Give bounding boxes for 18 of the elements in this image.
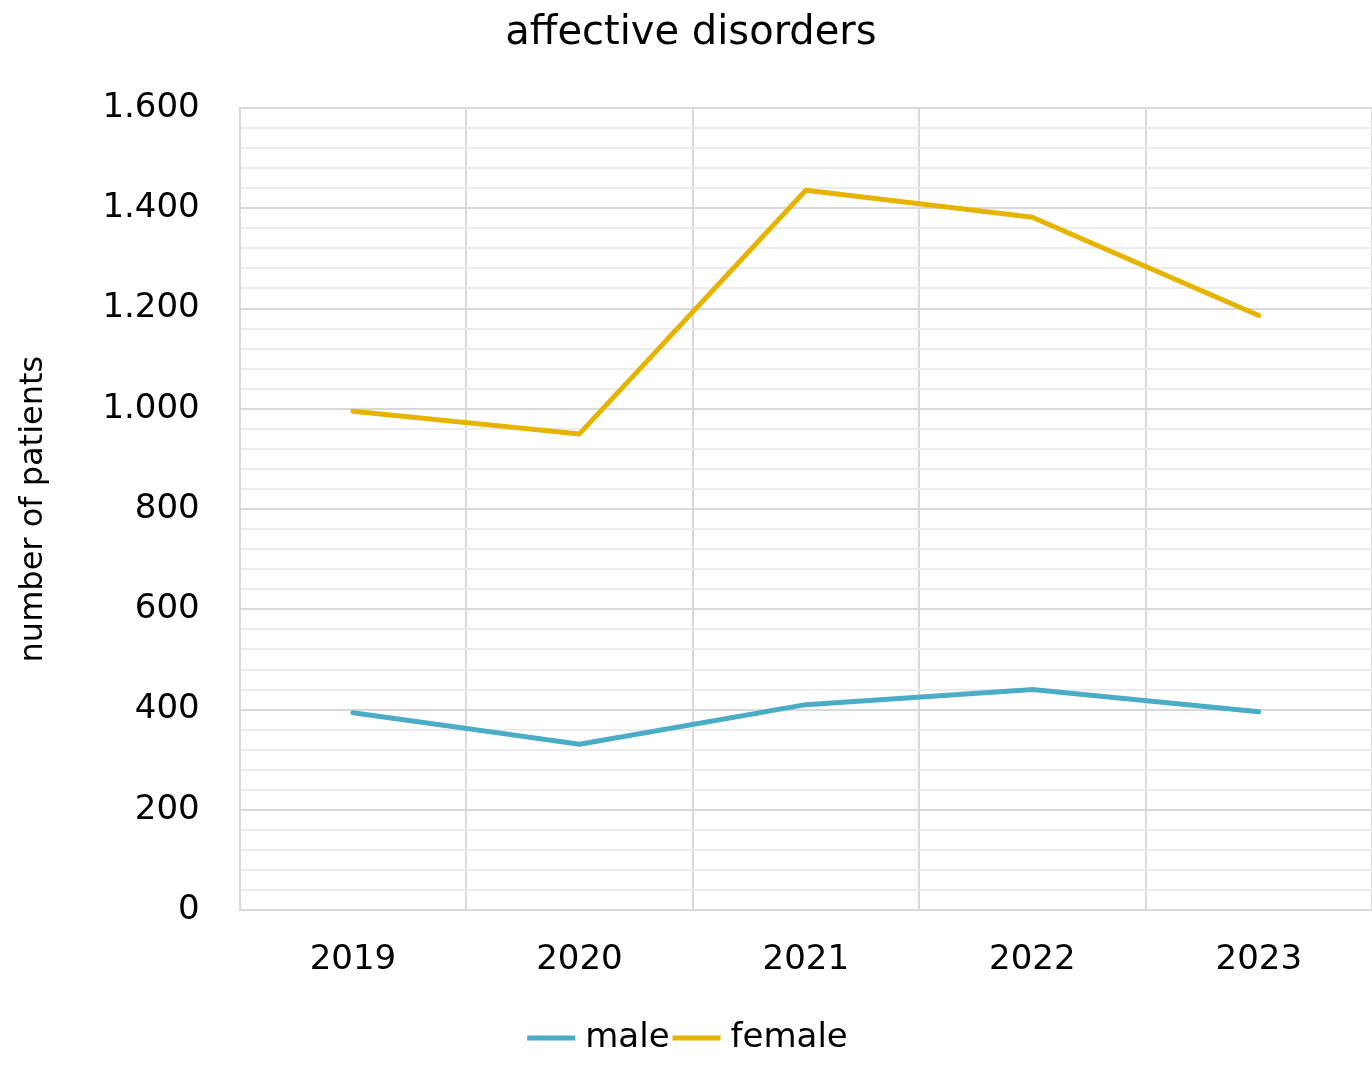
y-tick-label: 1.000 [102,385,200,426]
y-tick-label: 1.600 [102,84,200,125]
x-tick-label: 2023 [1215,937,1303,978]
legend-label: female [730,1014,848,1055]
chart-title: affective disorders [505,7,877,54]
y-tick-label: 1.400 [102,185,200,226]
y-tick-label: 1.200 [102,285,200,326]
y-axis-title: number of patients [11,355,50,663]
legend-label: male [585,1014,670,1055]
y-tick-label: 200 [134,786,200,827]
x-tick-label: 2020 [536,937,623,978]
x-tick-label: 2022 [989,937,1076,978]
y-tick-label: 800 [134,485,200,526]
x-tick-label: 2019 [309,937,397,978]
x-tick-label: 2021 [762,937,850,978]
y-tick-label: 600 [134,586,200,627]
y-tick-label: 0 [178,887,200,928]
y-tick-label: 400 [134,686,200,727]
